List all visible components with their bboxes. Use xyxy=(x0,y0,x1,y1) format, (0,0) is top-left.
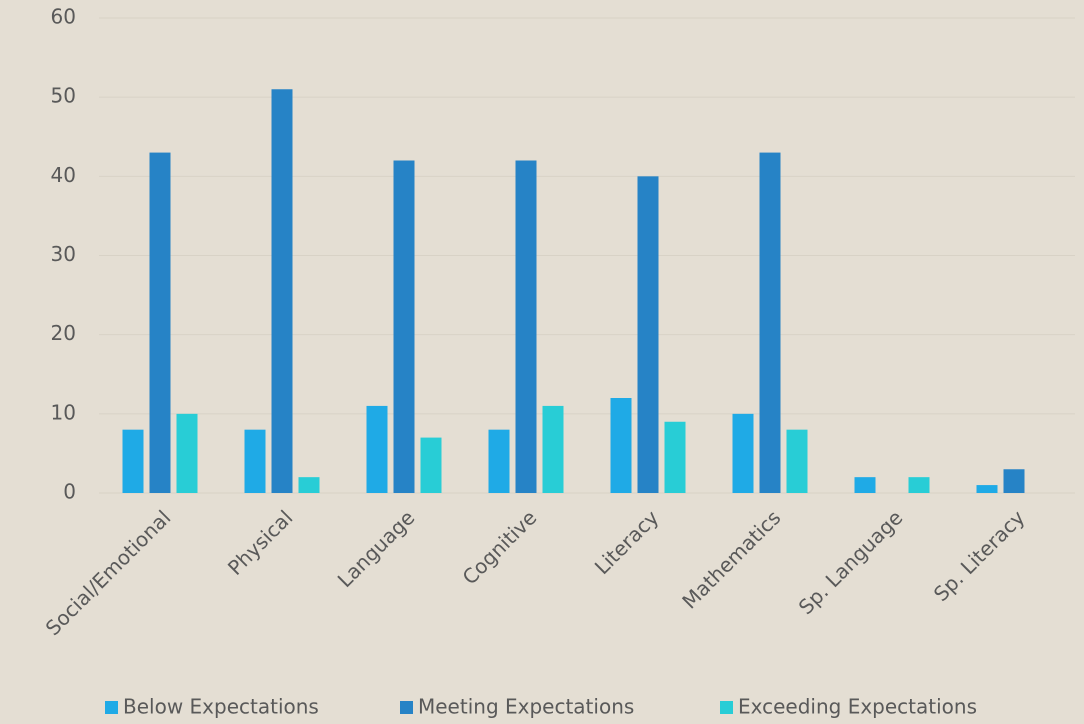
bar xyxy=(976,485,998,493)
x-tick-label: Sp. Literacy xyxy=(929,505,1030,606)
y-tick-label: 40 xyxy=(51,163,76,187)
x-tick-label: Social/Emotional xyxy=(41,505,176,640)
bar xyxy=(271,89,293,493)
bar xyxy=(786,429,808,493)
x-tick-label: Sp. Language xyxy=(794,505,908,619)
legend-label: Meeting Expectations xyxy=(418,695,634,719)
bar xyxy=(176,413,198,493)
x-tick-label: Physical xyxy=(223,505,298,580)
y-tick-label: 20 xyxy=(51,321,76,345)
bar xyxy=(637,176,659,494)
y-tick-label: 0 xyxy=(63,480,76,504)
bar xyxy=(610,398,632,493)
legend-label: Below Expectations xyxy=(123,695,319,719)
y-tick-label: 50 xyxy=(51,84,76,108)
x-tick-label: Literacy xyxy=(590,505,664,579)
bar xyxy=(122,429,144,493)
bar xyxy=(732,413,754,493)
legend-swatch xyxy=(105,701,118,714)
bar xyxy=(366,405,388,493)
bar xyxy=(759,152,781,494)
legend-swatch xyxy=(720,701,733,714)
bar xyxy=(393,160,415,493)
x-tick-label: Cognitive xyxy=(458,505,542,589)
x-tick-label: Language xyxy=(333,505,420,592)
bar xyxy=(298,477,320,493)
bar xyxy=(908,477,930,493)
bar xyxy=(488,429,510,493)
y-tick-label: 30 xyxy=(51,242,76,266)
bar xyxy=(542,405,564,493)
y-tick-label: 10 xyxy=(51,400,76,424)
bar xyxy=(515,160,537,493)
bar xyxy=(244,429,266,493)
bar xyxy=(420,437,442,493)
y-tick-label: 60 xyxy=(51,5,76,29)
bar xyxy=(149,152,171,494)
legend-label: Exceeding Expectations xyxy=(738,695,977,719)
legend-swatch xyxy=(400,701,413,714)
x-tick-label: Mathematics xyxy=(677,505,785,613)
bar xyxy=(1003,469,1025,493)
bar xyxy=(664,421,686,493)
bar xyxy=(854,477,876,493)
